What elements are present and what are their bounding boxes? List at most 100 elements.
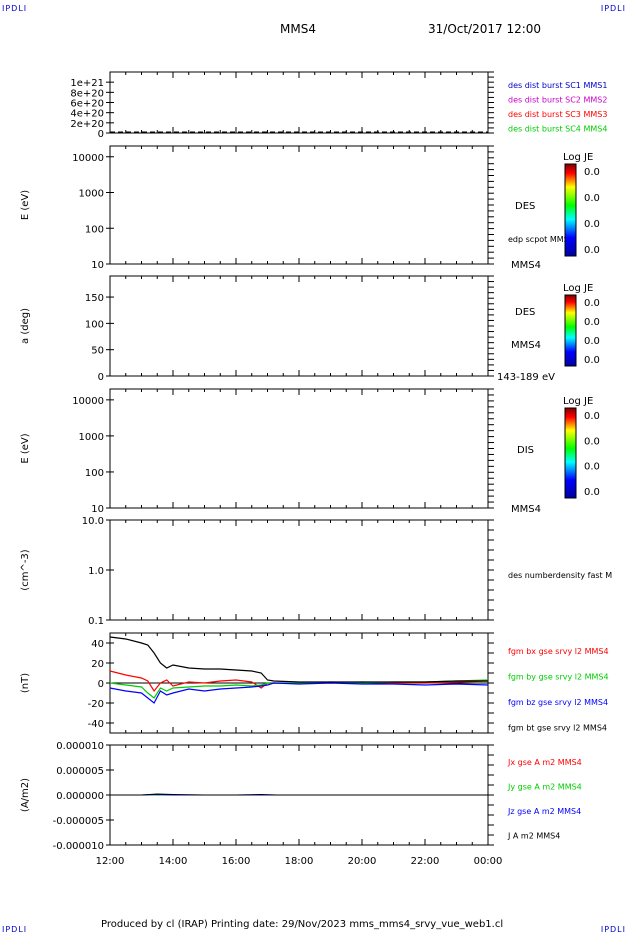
energy-range-label: 143-189 eV <box>497 372 555 383</box>
y-tick-label: 10.0 <box>82 516 104 527</box>
legend-entry: des dist burst SC2 MMS2 <box>508 96 607 105</box>
legend-entry: des dist burst SC1 MMS1 <box>508 81 607 90</box>
colorbar-title: Log JE <box>563 152 593 163</box>
spacecraft-title: MMS4 <box>280 22 316 36</box>
y-tick-label: 8e+20 <box>70 88 104 99</box>
legend-entry: fgm bz gse srvy l2 MMS4 <box>508 698 608 707</box>
x-tick-label: 18:00 <box>285 856 314 867</box>
y-axis-label: E (eV) <box>20 433 31 463</box>
y-tick-label: 6e+20 <box>70 99 104 110</box>
y-tick-label: 10000 <box>72 153 104 164</box>
legend-entry: Jx gse A m2 MMS4 <box>507 758 582 767</box>
series-line <box>109 682 489 704</box>
series-line <box>109 670 489 693</box>
y-tick-label: 1000 <box>79 189 104 200</box>
panel-frame <box>109 275 489 377</box>
legend-entry: J A m2 MMS4 <box>507 832 560 841</box>
y-tick-label: 0.000005 <box>56 766 104 777</box>
colorbar-tick-label: 0.0 <box>584 411 600 422</box>
colorbar-tick-label: 0.0 <box>584 462 600 473</box>
legend-entry: fgm bt gse srvy l2 MMS4 <box>508 724 607 733</box>
colorbar-tick-label: 0.0 <box>584 219 600 230</box>
colorbar-tick-label: 0.0 <box>584 317 600 328</box>
series-line <box>109 636 488 683</box>
colorbar-tick-label: 0.0 <box>584 167 600 178</box>
colorbar-tick-label: 0.0 <box>584 193 600 204</box>
colorbar <box>564 407 577 499</box>
spacecraft-label: MMS4 <box>511 340 541 351</box>
y-axis-label: E (eV) <box>20 190 31 220</box>
y-tick-label: -0.000010 <box>53 841 104 852</box>
spacecraft-label: MMS4 <box>511 260 541 271</box>
x-tick-label: 00:00 <box>474 856 503 867</box>
x-tick-label: 16:00 <box>222 856 251 867</box>
colorbar-tick-label: 0.0 <box>584 355 600 366</box>
corner-label-bottom-right: IPDLI <box>600 925 626 934</box>
y-tick-label: 150 <box>85 293 104 304</box>
y-tick-label: 50 <box>91 346 104 357</box>
y-axis-label: (nT) <box>20 673 31 693</box>
date-title: 31/Oct/2017 12:00 <box>428 22 542 36</box>
legend-entry: des numberdensity fast M <box>508 571 612 580</box>
y-axis-label: a (deg) <box>20 308 31 344</box>
y-tick-label: 0.000000 <box>56 791 104 802</box>
colorbar-tick-label: 0.0 <box>584 436 600 447</box>
y-tick-label: 40 <box>91 639 104 650</box>
panel-frame <box>109 71 489 134</box>
y-tick-label: -0.000005 <box>53 816 104 827</box>
series-line <box>109 679 489 699</box>
legend-entry: Jy gse A m2 MMS4 <box>507 783 582 792</box>
corner-label-bottom-left: IPDLI <box>2 925 28 934</box>
legend-entry: fgm by gse srvy l2 MMS4 <box>508 673 609 682</box>
corner-label-top-left: IPDLI <box>2 4 28 13</box>
legend-entry: des dist burst SC4 MMS4 <box>508 125 607 134</box>
colorbar <box>564 163 577 257</box>
panel-frame <box>109 388 489 509</box>
footer-text: Produced by cl (IRAP) Printing date: 29/… <box>101 919 504 930</box>
y-tick-label: 4e+20 <box>70 109 104 120</box>
y-axis-label: (A/m2) <box>20 778 31 812</box>
colorbar-title: Log JE <box>563 283 593 294</box>
spacecraft-label: MMS4 <box>511 504 541 515</box>
instrument-label: DES <box>515 307 535 318</box>
y-tick-label: 100 <box>85 468 104 479</box>
y-tick-label: 0 <box>98 372 104 383</box>
y-axis-label: (cm^-3) <box>20 549 31 590</box>
colorbar-tick-label: 0.0 <box>584 487 600 498</box>
y-tick-label: -20 <box>88 699 104 710</box>
colorbar <box>564 294 577 367</box>
panel-frame <box>109 145 489 265</box>
y-tick-label: 1e+21 <box>70 78 104 89</box>
overlay-label: edp scpot MMS4 <box>508 235 574 244</box>
x-tick-label: 20:00 <box>348 856 377 867</box>
y-tick-label: 10 <box>91 504 104 515</box>
y-tick-label: 0.1 <box>88 616 104 627</box>
y-tick-label: 1.0 <box>88 566 104 577</box>
panel-frame <box>109 519 489 621</box>
colorbar-tick-label: 0.0 <box>584 336 600 347</box>
legend-entry: Jz gse A m2 MMS4 <box>507 807 581 816</box>
legend-entry: fgm bx gse srvy l2 MMS4 <box>508 647 609 656</box>
y-tick-label: 0 <box>98 679 104 690</box>
y-tick-label: 1000 <box>79 432 104 443</box>
x-tick-label: 22:00 <box>411 856 440 867</box>
x-tick-label: 14:00 <box>159 856 188 867</box>
y-tick-label: 100 <box>85 319 104 330</box>
colorbar-tick-label: 0.0 <box>584 245 600 256</box>
series-line <box>110 793 488 796</box>
y-tick-label: 2e+20 <box>70 119 104 130</box>
y-tick-label: 10 <box>91 260 104 271</box>
instrument-label: DIS <box>517 445 534 456</box>
colorbar-title: Log JE <box>563 396 593 407</box>
corner-label-top-right: IPDLI <box>600 4 626 13</box>
y-tick-label: 100 <box>85 224 104 235</box>
legend-entry: des dist burst SC3 MMS3 <box>508 110 607 119</box>
instrument-label: DES <box>515 201 535 212</box>
y-tick-label: 0 <box>98 129 104 140</box>
colorbar-tick-label: 0.0 <box>584 298 600 309</box>
y-tick-label: 0.000010 <box>56 741 104 752</box>
x-tick-label: 12:00 <box>96 856 125 867</box>
y-tick-label: 20 <box>91 659 104 670</box>
y-tick-label: -40 <box>88 719 104 730</box>
